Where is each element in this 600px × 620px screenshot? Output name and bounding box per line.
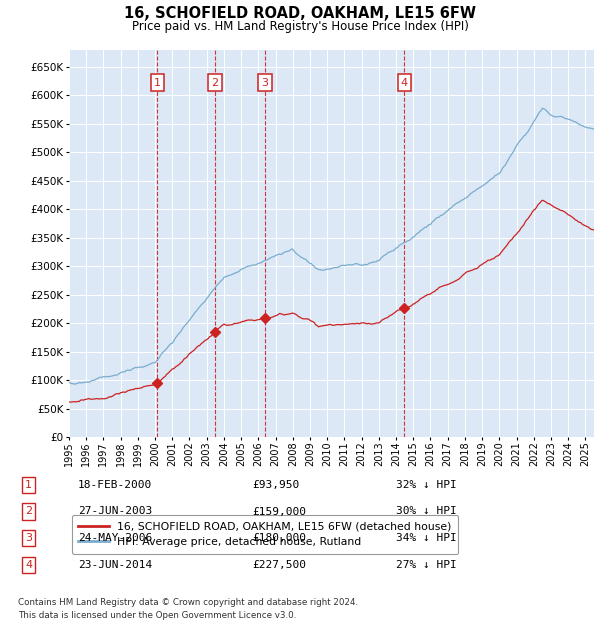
Legend: 16, SCHOFIELD ROAD, OAKHAM, LE15 6FW (detached house), HPI: Average price, detac: 16, SCHOFIELD ROAD, OAKHAM, LE15 6FW (de… — [72, 515, 458, 554]
Text: £227,500: £227,500 — [252, 560, 306, 570]
Text: 27-JUN-2003: 27-JUN-2003 — [78, 507, 152, 516]
Text: 24-MAY-2006: 24-MAY-2006 — [78, 533, 152, 543]
Bar — [157, 50, 404, 437]
Text: £159,000: £159,000 — [252, 507, 306, 516]
Text: 1: 1 — [154, 78, 161, 87]
Text: £93,950: £93,950 — [252, 480, 299, 490]
Text: 4: 4 — [25, 560, 32, 570]
Text: 1: 1 — [25, 480, 32, 490]
Text: 27% ↓ HPI: 27% ↓ HPI — [396, 560, 457, 570]
Text: 18-FEB-2000: 18-FEB-2000 — [78, 480, 152, 490]
Text: 3: 3 — [262, 78, 269, 87]
Text: 16, SCHOFIELD ROAD, OAKHAM, LE15 6FW: 16, SCHOFIELD ROAD, OAKHAM, LE15 6FW — [124, 6, 476, 21]
Text: 32% ↓ HPI: 32% ↓ HPI — [396, 480, 457, 490]
Text: 2: 2 — [212, 78, 219, 87]
Text: 3: 3 — [25, 533, 32, 543]
Text: 4: 4 — [401, 78, 408, 87]
Text: 30% ↓ HPI: 30% ↓ HPI — [396, 507, 457, 516]
Text: Price paid vs. HM Land Registry's House Price Index (HPI): Price paid vs. HM Land Registry's House … — [131, 20, 469, 33]
Text: Contains HM Land Registry data © Crown copyright and database right 2024.: Contains HM Land Registry data © Crown c… — [18, 598, 358, 607]
Text: This data is licensed under the Open Government Licence v3.0.: This data is licensed under the Open Gov… — [18, 611, 296, 620]
Text: 2: 2 — [25, 507, 32, 516]
Text: 34% ↓ HPI: 34% ↓ HPI — [396, 533, 457, 543]
Text: 23-JUN-2014: 23-JUN-2014 — [78, 560, 152, 570]
Text: £180,000: £180,000 — [252, 533, 306, 543]
